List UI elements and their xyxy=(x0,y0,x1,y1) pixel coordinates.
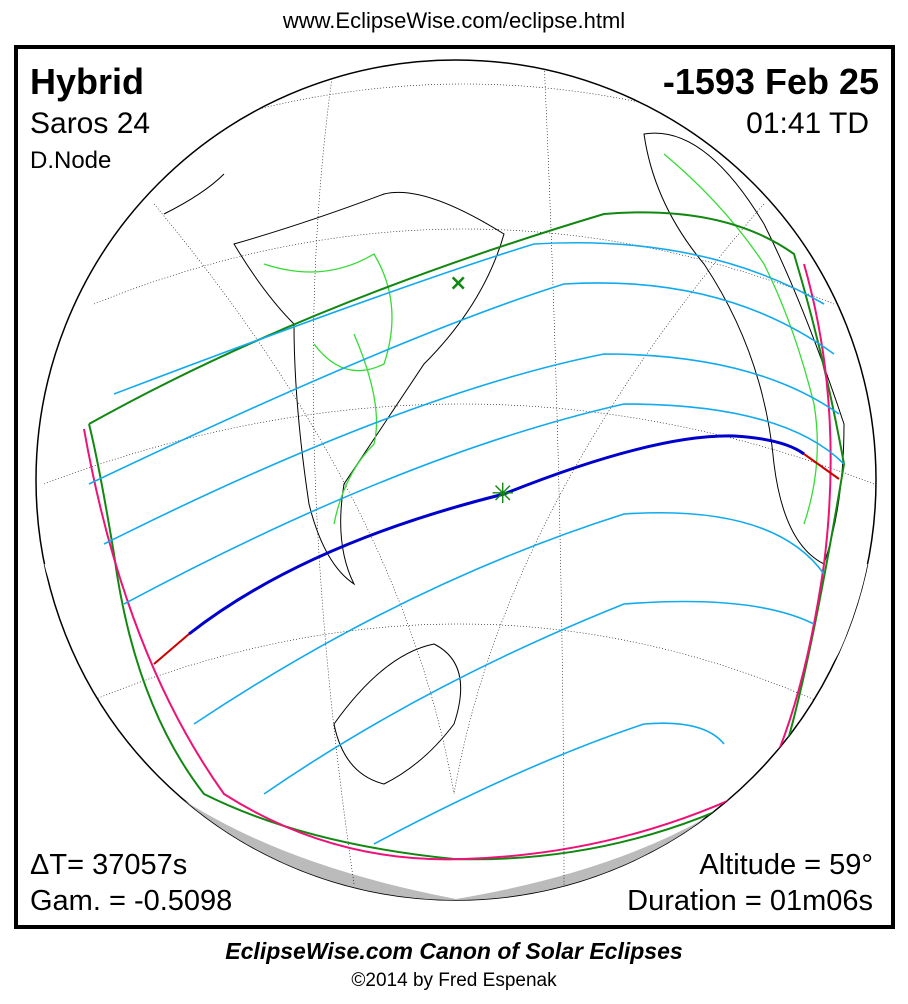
country-borders xyxy=(263,153,818,525)
sub-solar-point-marker: × xyxy=(449,271,467,296)
eclipse-date: -1593 Feb 25 xyxy=(662,61,879,102)
copyright: ©2014 by Fred Espenak xyxy=(351,970,557,991)
sun-altitude: Altitude = 59° xyxy=(699,849,873,881)
rise-set-curve xyxy=(83,263,832,861)
partial-magnitude-lines xyxy=(88,241,845,845)
central-path-total-east xyxy=(803,453,840,480)
eclipse-type: Hybrid xyxy=(30,61,145,102)
gamma: Gam. = -0.5098 xyxy=(30,885,233,917)
greatest-eclipse-marker: ✳ xyxy=(491,477,514,510)
delta-t: ΔT= 37057s xyxy=(30,849,188,881)
source-url: www.EclipseWise.com/eclipse.html xyxy=(282,8,626,33)
night-terminator-inner xyxy=(44,564,874,864)
eclipse-time: 01:41 TD xyxy=(746,107,869,140)
canon-title: EclipseWise.com Canon of Solar Eclipses xyxy=(225,938,683,964)
globe-map: × ✳ xyxy=(35,59,877,901)
eclipse-map-frame: × ✳ Hybrid -1593 Feb 25 Saros 24 01:41 T… xyxy=(14,45,895,929)
node-label: D.Node xyxy=(30,147,112,174)
central-path-total-west xyxy=(153,633,190,665)
central-duration: Duration = 01m06s xyxy=(627,885,873,917)
central-path-annular xyxy=(188,434,805,636)
saros-number: Saros 24 xyxy=(30,107,151,140)
